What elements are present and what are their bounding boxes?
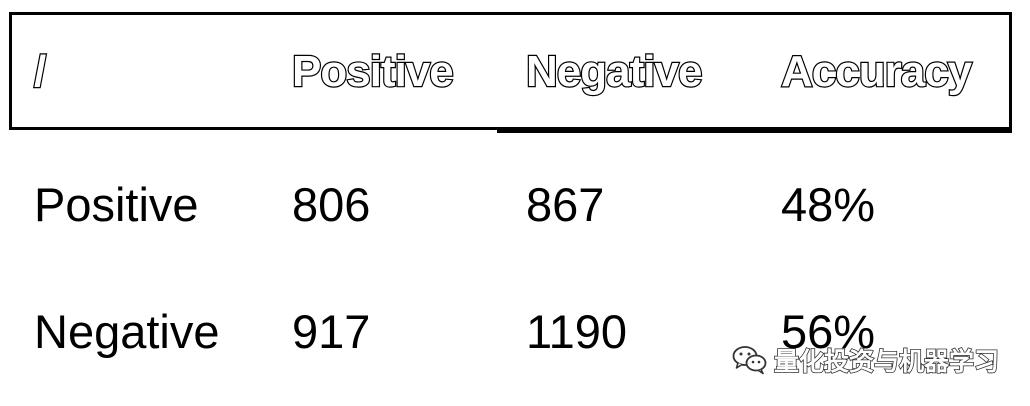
table-cell: 806 [292, 178, 371, 231]
header-cell-positive: Positive [291, 47, 455, 96]
table-cell: 56% [781, 305, 876, 358]
row-label: Negative [34, 305, 220, 358]
table-cell: 48% [781, 178, 876, 231]
watermark-text: 量化投资与机器学习 [773, 347, 1000, 377]
header-underline-accuracy [755, 130, 1012, 133]
row-label: Positive [34, 178, 199, 231]
watermark: 量化投资与机器学习 [732, 344, 1000, 377]
header-cell-corner: / [33, 47, 48, 96]
header-underline-negative [497, 130, 755, 133]
wechat-icon [732, 345, 768, 375]
table-header-border [9, 12, 1012, 130]
table-cell: 867 [526, 178, 605, 231]
table-cell: 917 [292, 305, 371, 358]
table-cell: 1190 [526, 305, 628, 358]
header-cell-accuracy: Accuracy [780, 47, 974, 96]
header-cell-negative: Negative [525, 47, 704, 96]
